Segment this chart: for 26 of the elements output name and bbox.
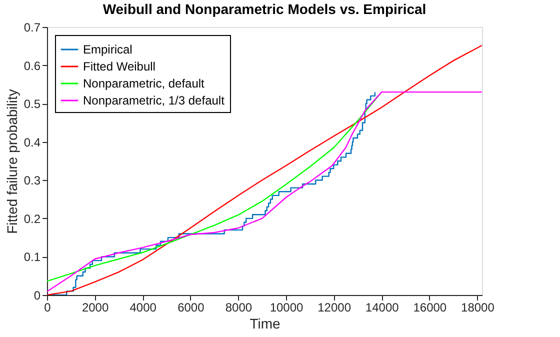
chart-title: Weibull and Nonparametric Models vs. Empirical (102, 1, 426, 17)
x-tick-label: 14000 (365, 300, 400, 314)
y-axis-title: Fitted failure probability (4, 89, 20, 234)
line-series (47, 91, 482, 292)
x-tick-label: 0 (44, 300, 52, 314)
y-tick-label: 0 (34, 288, 41, 302)
x-tick-label: 16000 (413, 300, 447, 314)
x-tick-label: 10000 (270, 300, 304, 314)
x-tick-label: 12000 (318, 300, 352, 314)
legend-label: Fitted Weibull (83, 60, 156, 74)
x-tick-label: 8000 (225, 300, 252, 314)
y-tick-label: 0.6 (24, 58, 41, 73)
x-tick-label: 4000 (130, 300, 157, 314)
legend-label: Nonparametric, default (83, 76, 206, 90)
y-tick-label: 0.3 (24, 174, 41, 188)
x-tick-label: 6000 (178, 300, 205, 314)
legend-label: Empirical (83, 42, 132, 56)
legend-label: Nonparametric, 1/3 default (83, 94, 226, 108)
y-tick-label: 0.2 (24, 212, 41, 226)
x-axis-title: Time (250, 316, 281, 332)
x-tick-label: 2000 (82, 300, 109, 314)
x-tick-label: 18000 (461, 300, 495, 314)
y-tick-label: 0.1 (24, 250, 41, 264)
y-tick-label: 0.7 (24, 20, 41, 34)
y-tick-label: 0.5 (24, 97, 41, 112)
y-tick-label: 0.4 (24, 135, 41, 150)
